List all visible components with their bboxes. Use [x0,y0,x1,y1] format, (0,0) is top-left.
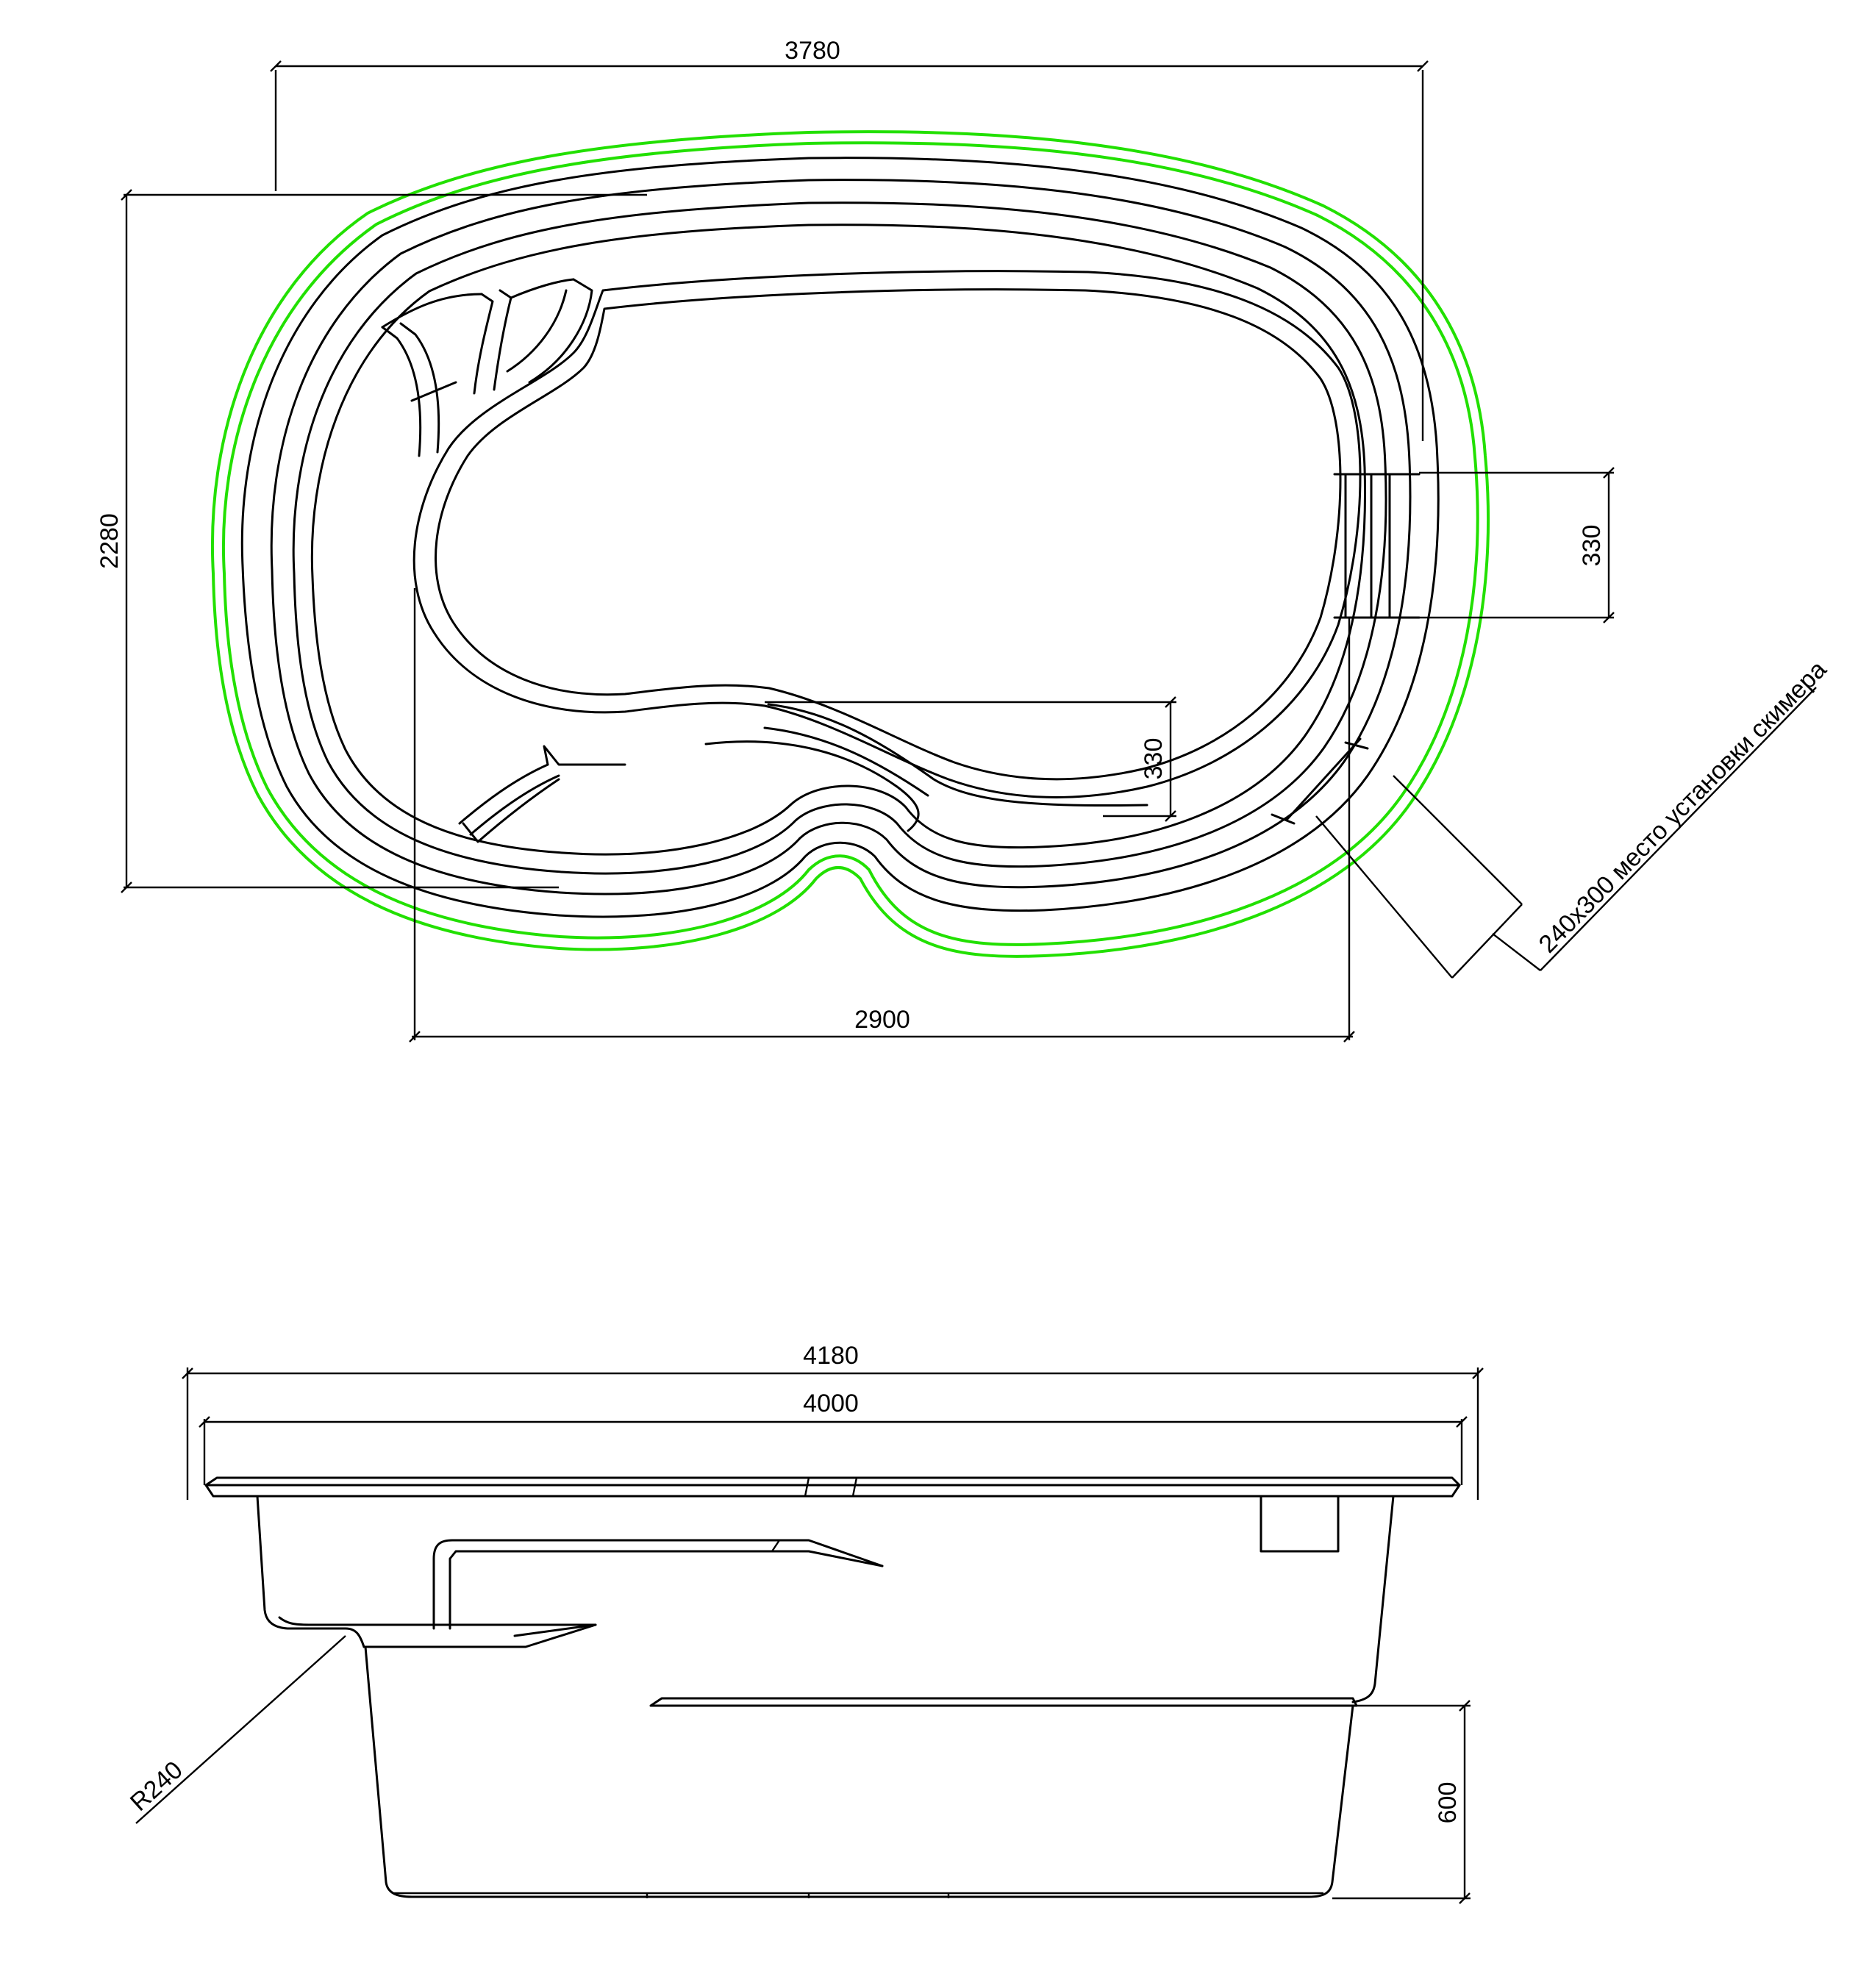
skimmer-note-label: 240х300 место установки скимера [1534,655,1832,958]
section-shell-upper [256,1495,365,1648]
section-rim [204,1484,1461,1498]
pool-rim [240,157,1440,918]
dim-plan-length: 2900 [409,588,1355,1043]
dim-section-inner-width: 4000 [199,1390,1468,1485]
dim-bench: 330 [765,696,1176,822]
plan-height-label: 2280 [96,513,124,569]
section-inner-width-label: 4000 [803,1390,859,1417]
section-shell-deep [364,1645,1354,1898]
steps-top-left [381,278,593,457]
skimmer-note: 240х300 место установки скимера [1315,655,1832,979]
steps-bottom-left [458,745,626,843]
skimmer-width-label: 330 [1578,525,1606,567]
dim-section-outer-width: 4180 [182,1342,1484,1500]
bench [704,703,1148,832]
section-skimmer-box [1259,1495,1340,1553]
dim-plan-width: 3780 [270,37,1429,441]
bench-label: 330 [1140,738,1168,780]
section-depth-label: 600 [1434,1782,1462,1824]
green-contour [210,130,1490,958]
plan-width-label: 3780 [785,37,840,65]
section-view: 4180 4000 600 R240 [125,1342,1484,1904]
plan-view: 3780 2280 2900 330 [96,37,1832,1043]
section-outer-width-label: 4180 [803,1342,859,1370]
dim-section-depth: 600 [1332,1700,1471,1904]
dim-skimmer-width: 330 [1419,467,1615,623]
dim-plan-height: 2280 [96,189,647,893]
skimmer-opening [1333,473,1421,619]
skimmer-mark [1271,737,1369,825]
plan-length-label: 2900 [854,1006,910,1034]
pool-inner [412,270,1362,798]
dim-section-radius: R240 [125,1635,346,1824]
